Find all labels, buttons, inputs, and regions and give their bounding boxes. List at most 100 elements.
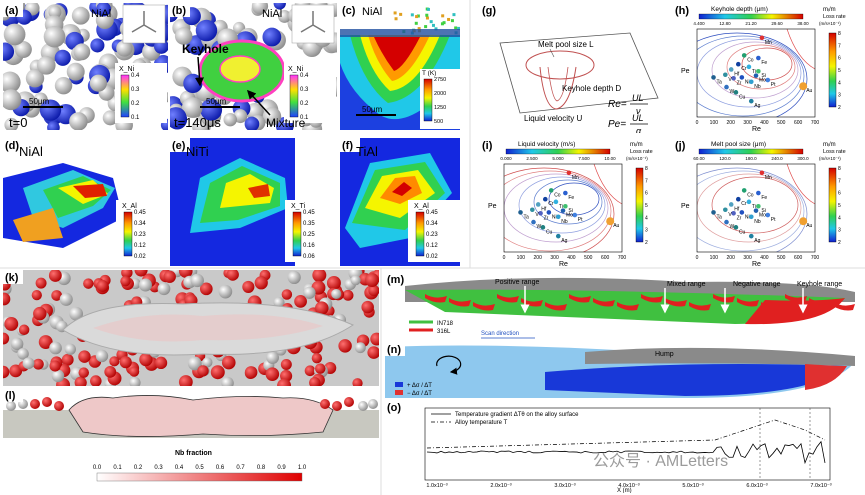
x-tick-label: 600 [794,120,803,126]
sphere [174,27,193,45]
colorbar-tick-label: 0.34 [426,221,438,227]
sphere [344,397,354,407]
sphere [66,62,85,81]
element-label: Zr [737,80,742,86]
colorbar-tick-label: 4 [645,215,648,221]
colorbar-tick-label: 0.45 [134,210,146,216]
panel-background [385,400,862,493]
sphere [138,278,152,292]
x-tick-label: 300 [743,120,752,126]
colorbar-tick-label: 5 [645,203,648,209]
panel-letter: (j) [675,140,686,152]
element-dot [724,84,729,90]
colorbar-tick-label: 21.20 [745,21,757,26]
particle [447,17,451,21]
element-label: Pt [578,217,583,223]
element-dot [741,188,747,193]
sphere [199,282,213,296]
sphere [3,42,15,61]
axes-icon [300,11,326,33]
pointer [549,48,555,58]
element-dot [748,214,754,220]
colorbar-title: Loss rate [823,149,846,155]
sphere [368,399,378,409]
positive-region [805,364,847,390]
ss316-streak [641,294,663,303]
panel-letter-box [340,3,360,17]
colorbar [698,13,804,20]
element-label: Co [747,192,754,198]
x-tick-label: 500 [777,120,786,126]
equation: Re= [608,99,627,110]
sphere [312,270,327,283]
sphere [202,357,213,368]
sphere [280,359,292,370]
colorbar-tick-label: 0.000 [500,156,512,161]
sphere [31,290,42,301]
element-label: Mn [765,40,772,46]
x-tick-label: 600 [601,255,610,261]
x-tick-label: 200 [727,120,736,126]
contour-line [697,173,802,243]
element-dot [753,208,759,213]
arrow [194,56,204,87]
y-axis-label: Pe [681,203,690,210]
scale-bar-label: 50μm [29,97,50,106]
composition-field [13,208,63,242]
element-dot [739,75,745,80]
colorbar-tick-label: 0.1 [131,115,140,121]
range-label: Mixed range [667,281,706,288]
element-label: Nb [754,219,761,225]
sphere [129,366,140,377]
sphere [48,270,62,282]
panel-letter: (e) [172,140,186,152]
colorbar-title: (m/s×10⁻¹) [626,156,648,161]
panel-h: (h) Keyhole depth (μm) 4.400 12.80 21.20 29.6… [673,3,861,133]
colorbar-tick-label: 0.23 [426,232,438,238]
panel-title: NiAl [19,144,43,159]
mixing-core [219,55,261,83]
colorbar-tick-label: 0.1 [113,465,122,471]
element-label: Nb [561,219,568,225]
element-dot [553,199,559,205]
label: Liquid velocity U [524,114,582,123]
panel-title: NiAl [262,8,282,20]
element-label: Ti [752,69,756,75]
element-dot [548,188,554,193]
contour-line [504,170,612,252]
contour-line [697,32,808,117]
sphere [3,23,26,46]
scale-bar-label: 50μm [206,97,227,106]
particle [452,13,456,17]
element-label: Fe [761,60,767,66]
element-label: Mo [566,213,573,219]
colorbar-label: X_Ni [119,66,135,73]
panel-letter: (k) [5,272,19,284]
colorbar-title: mᵢ/m [823,7,836,13]
colorbar-tick-label: 0.12 [426,243,438,249]
colorbar-tick-label: 0.8 [257,465,266,471]
panel-letter: (o) [387,402,401,414]
sphere [42,397,52,407]
element-label: V [535,212,539,218]
x-axis-label: Re [752,126,761,133]
sphere [69,306,84,321]
element-label: Fe [761,195,767,201]
panel-c: T (K)2750 2000 1250 500 (c) NiAl 50μm [340,3,460,130]
x-tick-label: 6.0x10⁻³ [746,483,767,489]
y-axis-label: Pe [681,68,690,75]
element-label: Ag [754,238,760,244]
colorbar-tick-label: 2.500 [526,156,538,161]
panel-letter: (h) [675,5,689,17]
element-dot [748,79,754,85]
colorbar-tick-label: 0.4 [300,73,309,79]
colorbar-title: mᵢ/m [630,142,643,148]
time-label: t=0 [9,115,27,130]
element-dot [563,203,568,209]
element-dot [799,217,808,226]
panel-title: NiAl [362,6,382,18]
panel-letter-box [385,342,405,356]
particle [415,15,419,19]
x-tick-label: 200 [534,255,543,261]
element-dot [741,53,747,58]
